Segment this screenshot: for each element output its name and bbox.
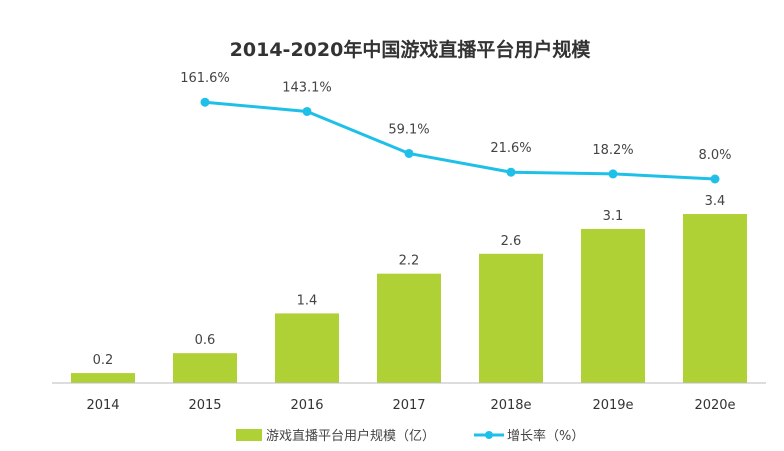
legend: 游戏直播平台用户规模（亿） 增长率（%） <box>236 428 584 444</box>
x-tick-2014: 2014 <box>86 398 119 413</box>
bar-2016 <box>275 313 339 383</box>
x-tick-2019e: 2019e <box>592 398 633 413</box>
growth-label-2020e: 8.0% <box>698 148 731 163</box>
legend-line-label: 增长率（%） <box>507 428 584 444</box>
legend-bar-label: 游戏直播平台用户规模（亿） <box>266 428 435 444</box>
bar-label-2018e: 2.6 <box>501 234 522 249</box>
growth-point-2020e <box>710 174 720 184</box>
bar-2014 <box>71 373 135 383</box>
x-tick-2016: 2016 <box>290 398 323 413</box>
bar-2020e <box>683 214 747 383</box>
legend-bar-swatch <box>236 429 262 441</box>
bar-label-2019e: 3.1 <box>603 209 624 224</box>
bar-2015 <box>173 353 237 383</box>
bar-label-2015: 0.6 <box>195 333 216 348</box>
growth-label-2018e: 21.6% <box>490 141 531 156</box>
x-tick-2017: 2017 <box>392 398 425 413</box>
bar-label-2020e: 3.4 <box>705 194 726 209</box>
bar-label-2017: 2.2 <box>399 254 420 269</box>
growth-rate-line <box>204 100 716 181</box>
x-tick-2020e: 2020e <box>694 398 735 413</box>
bar-2019e <box>581 228 645 383</box>
growth-label-2015: 161.6% <box>180 71 230 86</box>
legend-line-marker <box>485 431 493 439</box>
bar-2017 <box>377 273 441 383</box>
growth-point-2016 <box>302 106 312 116</box>
growth-point-2017 <box>404 148 414 158</box>
x-tick-2018e: 2018e <box>490 398 531 413</box>
chart-title: 2014-2020年中国游戏直播平台用户规模 <box>230 38 592 61</box>
growth-label-2017: 59.1% <box>388 122 429 137</box>
bar-label-2016: 1.4 <box>297 293 318 308</box>
growth-point-2019e <box>608 169 618 179</box>
growth-point-2015 <box>200 97 210 107</box>
bar-2018e <box>479 253 543 383</box>
bar-label-2014: 0.2 <box>93 353 114 368</box>
growth-label-2016: 143.1% <box>282 80 332 95</box>
x-tick-2015: 2015 <box>188 398 221 413</box>
growth-point-2018e <box>506 167 516 177</box>
growth-label-2019e: 18.2% <box>592 143 633 158</box>
